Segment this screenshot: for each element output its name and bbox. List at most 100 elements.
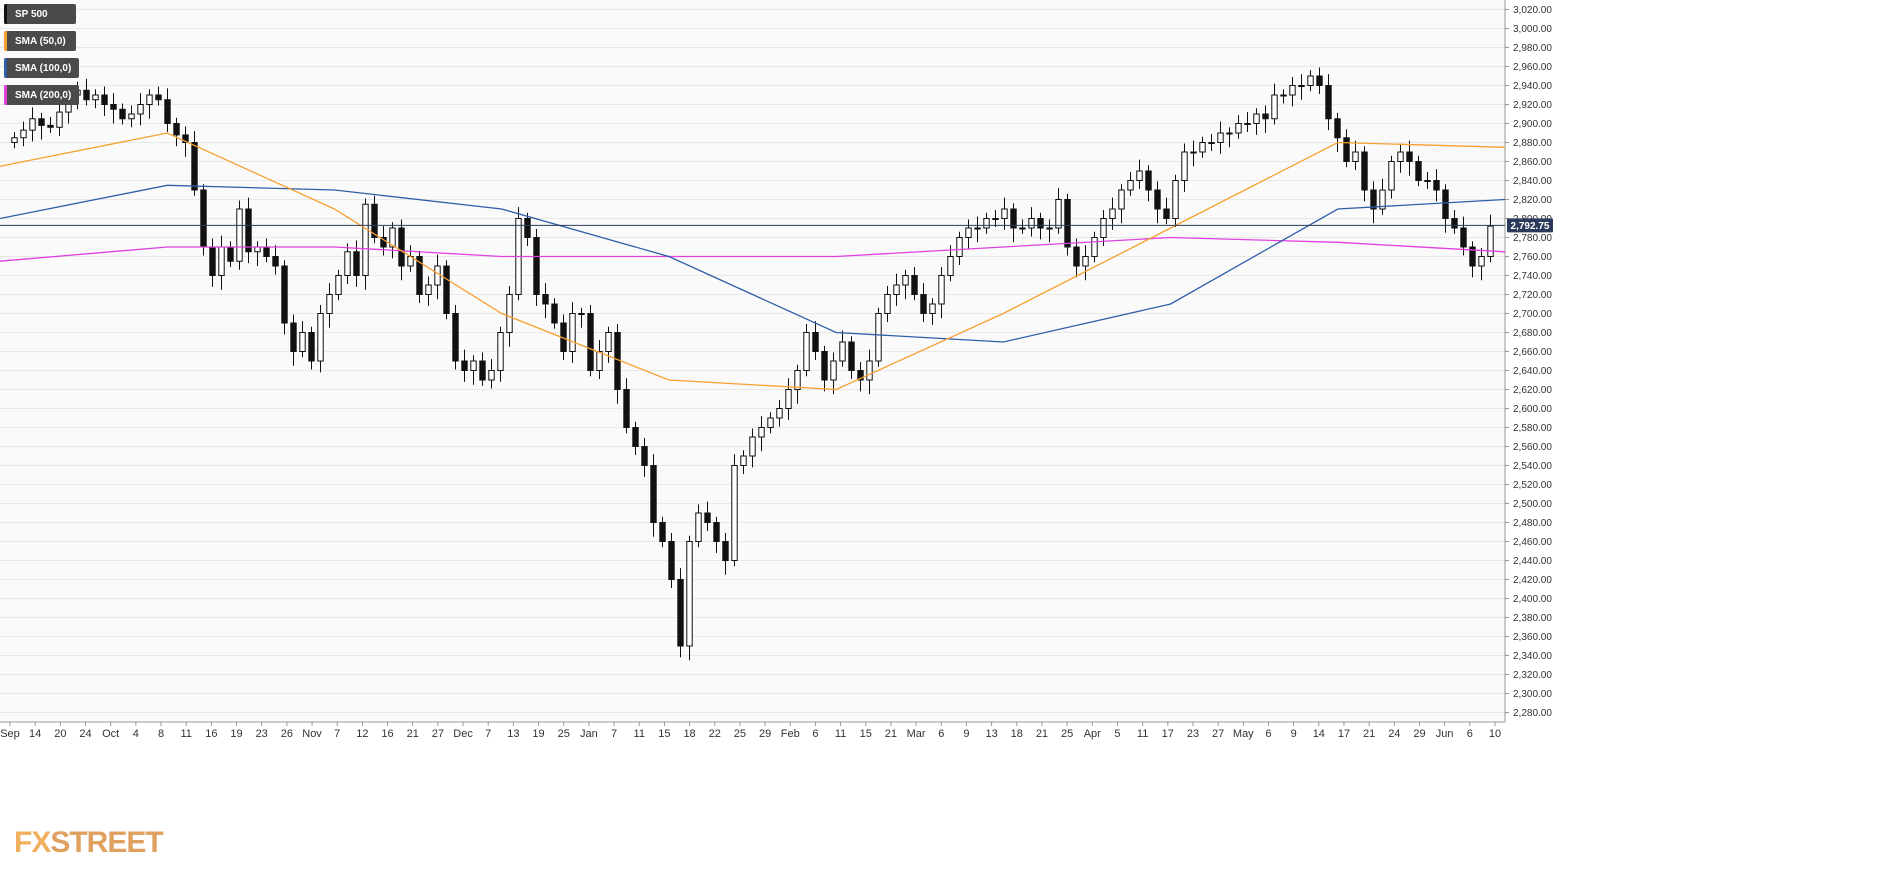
candle-bearish: [173, 123, 180, 136]
candle-bullish: [254, 246, 261, 253]
candle-bearish: [200, 189, 207, 248]
candle-bearish: [101, 94, 108, 105]
xtick-label: Jan: [580, 728, 598, 740]
xtick-label: 16: [381, 728, 393, 740]
candle-bullish: [1019, 227, 1026, 230]
xtick-label: Mar: [907, 728, 926, 740]
ytick-label: 2,720.00: [1513, 290, 1552, 301]
candle-bullish: [1244, 123, 1251, 125]
candle-bearish: [119, 108, 126, 120]
ytick-label: 2,360.00: [1513, 632, 1552, 643]
xtick-label: May: [1233, 728, 1254, 740]
ytick-label: 2,460.00: [1513, 537, 1552, 548]
sma-100-line: [0, 184, 1506, 343]
xtick-label: 25: [558, 728, 570, 740]
candle-bullish: [1226, 132, 1233, 135]
candle-bearish: [920, 294, 927, 314]
candle-bearish: [1451, 218, 1458, 229]
candle-bearish: [542, 294, 549, 305]
xtick-label: 23: [1187, 728, 1199, 740]
candle-bullish: [992, 218, 999, 220]
xtick-label: 23: [256, 728, 268, 740]
candle-bearish: [1460, 227, 1467, 248]
xtick-label: 11: [835, 728, 846, 740]
candle-bearish: [1163, 208, 1170, 219]
candle-bullish: [947, 256, 954, 276]
candle-bullish: [1082, 256, 1089, 267]
candle-bullish: [470, 360, 477, 371]
xtick-label: 15: [860, 728, 872, 740]
candle-bullish: [1271, 94, 1278, 120]
candle-bullish: [1217, 132, 1224, 143]
candle-bullish: [1100, 218, 1107, 238]
legend-item-sma50[interactable]: SMA (50,0): [4, 31, 76, 51]
candle-bearish: [272, 256, 279, 267]
candle-bullish: [317, 313, 324, 362]
candle-bearish: [857, 370, 864, 381]
candle-bullish: [1001, 208, 1008, 219]
legend-item-sp500[interactable]: SP 500: [4, 4, 76, 24]
ytick-label: 2,540.00: [1513, 461, 1552, 472]
legend-swatch-sp500: [4, 4, 7, 24]
xtick-label: Dec: [453, 728, 473, 740]
xtick-label: 11: [634, 728, 645, 740]
xtick-label: 5: [1114, 728, 1120, 740]
candle-bullish: [29, 118, 36, 131]
candle-bullish: [956, 237, 963, 257]
xtick-label: Feb: [781, 728, 800, 740]
candle-bearish: [245, 208, 252, 253]
candle-bullish: [335, 275, 342, 295]
xtick-label: 21: [407, 728, 419, 740]
candle-bullish: [146, 94, 153, 105]
candle-bullish: [1046, 227, 1053, 230]
candle-bearish: [524, 218, 531, 238]
xtick-label: 16: [205, 728, 217, 740]
legend-label-sma50: SMA (50,0): [15, 35, 66, 47]
candle-bearish: [1442, 189, 1449, 219]
candle-bullish: [1487, 225, 1494, 258]
candle-bearish: [677, 579, 684, 647]
ytick-label: 2,880.00: [1513, 138, 1552, 149]
candle-bullish: [1379, 189, 1386, 210]
xtick-label: 18: [683, 728, 695, 740]
candle-bearish: [1262, 113, 1269, 120]
candle-bullish: [1478, 256, 1485, 267]
candle-bullish: [1289, 85, 1296, 96]
candle-bearish: [533, 237, 540, 295]
candle-bearish: [668, 541, 675, 580]
candle-bullish: [830, 360, 837, 381]
ytick-label: 2,480.00: [1513, 518, 1552, 529]
candle-bullish: [92, 94, 99, 101]
candle-bearish: [1415, 161, 1422, 181]
candle-bearish: [551, 303, 558, 324]
candle-bullish: [1127, 180, 1134, 191]
candle-bearish: [191, 142, 198, 191]
candle-bearish: [308, 332, 315, 362]
xtick-label: 22: [709, 728, 721, 740]
candle-bullish: [938, 275, 945, 305]
candle-bullish: [11, 137, 18, 143]
candle-bearish: [371, 203, 378, 238]
candle-bearish: [704, 512, 711, 523]
sma-50-line: [0, 132, 1506, 391]
candle-bearish: [1154, 189, 1161, 210]
plot-background: [0, 0, 1505, 722]
candle-bearish: [1469, 246, 1476, 267]
ytick-label: 2,680.00: [1513, 328, 1552, 339]
legend-swatch-sma200: [4, 85, 7, 105]
legend-item-sma100[interactable]: SMA (100,0): [4, 58, 80, 78]
candle-bearish: [1010, 208, 1017, 229]
xtick-label: 24: [1388, 728, 1400, 740]
candle-bearish: [1343, 137, 1350, 162]
candle-bearish: [1037, 218, 1044, 229]
candle-bullish: [434, 265, 441, 286]
xtick-label: 6: [1467, 728, 1473, 740]
ytick-label: 3,000.00: [1513, 24, 1552, 35]
candle-bearish: [1316, 75, 1323, 86]
xtick-label: 7: [611, 728, 617, 740]
legend-item-sma200[interactable]: SMA (200,0): [4, 85, 80, 105]
candle-bullish: [1388, 161, 1395, 191]
candle-bullish: [1172, 180, 1179, 219]
fxstreet-logo: FXSTREET: [14, 826, 164, 860]
